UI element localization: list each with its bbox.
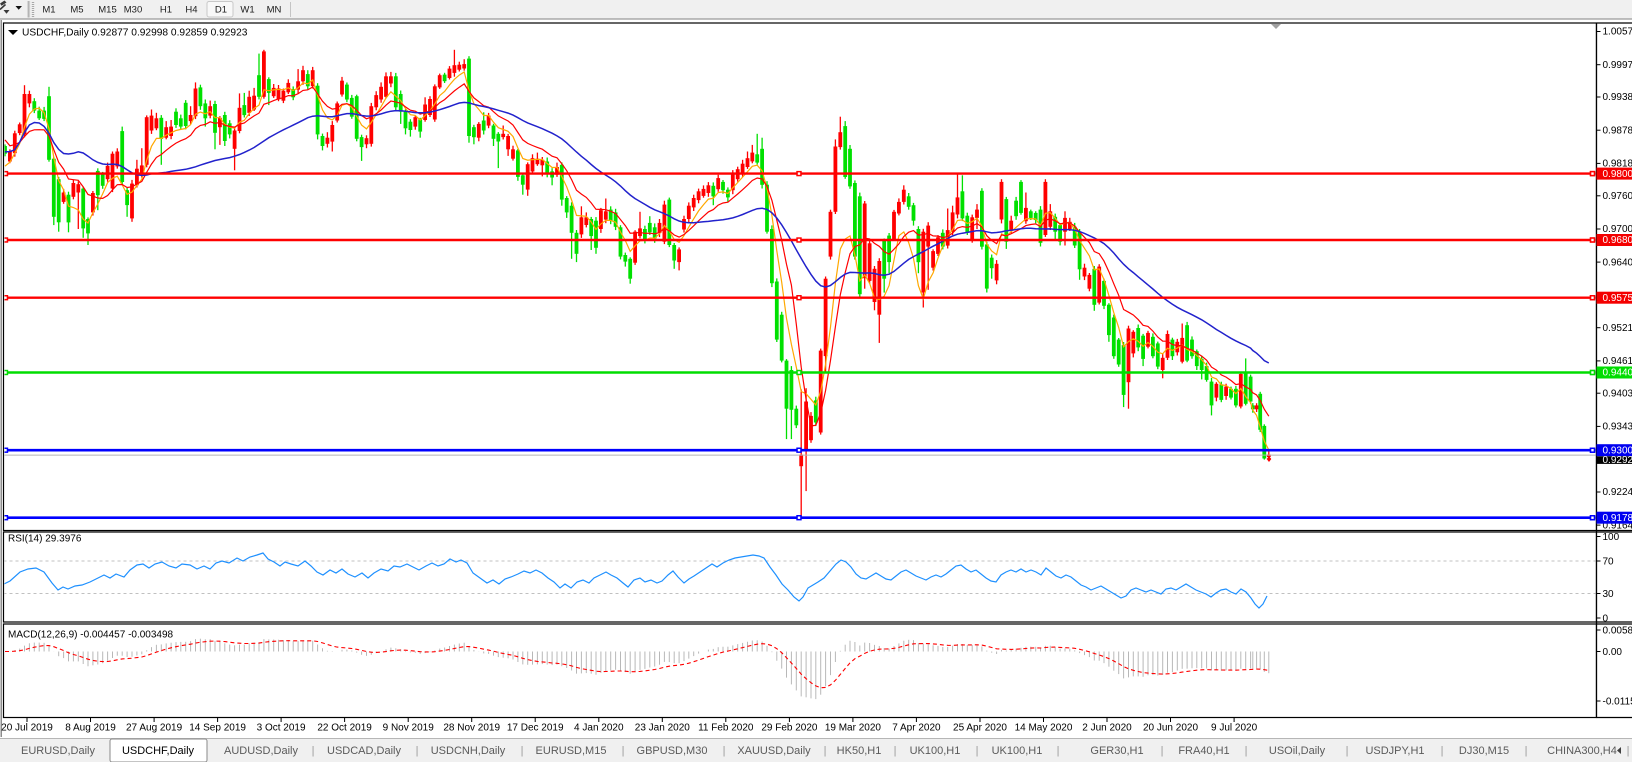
svg-text:AUDUSD,Daily: AUDUSD,Daily (224, 745, 298, 757)
svg-text:19 Mar 2020: 19 Mar 2020 (825, 723, 882, 734)
svg-text:|: | (1161, 745, 1164, 757)
svg-text:0.92245: 0.92245 (1603, 487, 1632, 498)
svg-text:0.98185: 0.98185 (1603, 159, 1632, 170)
svg-text:DJ30,M15: DJ30,M15 (1459, 745, 1509, 757)
svg-text:100: 100 (1603, 532, 1620, 543)
svg-text:0.91645: 0.91645 (1603, 520, 1632, 531)
svg-text:CHINA300,H4: CHINA300,H4 (1547, 745, 1617, 757)
svg-text:0.98785: 0.98785 (1603, 125, 1632, 136)
svg-text:|: | (1525, 745, 1528, 757)
svg-text:28 Nov 2019: 28 Nov 2019 (443, 723, 500, 734)
svg-text:|: | (976, 745, 979, 757)
svg-text:D1: D1 (215, 5, 227, 16)
svg-text:H4: H4 (185, 5, 197, 16)
svg-text:GER30,H1: GER30,H1 (1090, 745, 1143, 757)
svg-text:|: | (1441, 745, 1444, 757)
svg-text:|: | (824, 745, 827, 757)
svg-text:|: | (723, 745, 726, 757)
svg-text:MACD(12,26,9) -0.004457 -0.003: MACD(12,26,9) -0.004457 -0.003498 (8, 630, 174, 641)
svg-text:20 Jun 2020: 20 Jun 2020 (1143, 723, 1198, 734)
svg-text:27 Aug 2019: 27 Aug 2019 (126, 723, 183, 734)
svg-text:|: | (622, 745, 625, 757)
svg-text:4 Jan 2020: 4 Jan 2020 (574, 723, 624, 734)
svg-text:UK100,H1: UK100,H1 (992, 745, 1043, 757)
svg-text:0.92923: 0.92923 (1603, 455, 1632, 466)
svg-text:0.91780: 0.91780 (1603, 513, 1632, 524)
svg-text:0: 0 (1603, 613, 1609, 624)
svg-text:MN: MN (267, 5, 282, 16)
svg-text:UK100,H1: UK100,H1 (910, 745, 961, 757)
svg-text:25 Apr 2020: 25 Apr 2020 (953, 723, 1007, 734)
svg-text:|: | (1346, 745, 1349, 757)
svg-text:9 Jul 2020: 9 Jul 2020 (1211, 723, 1258, 734)
svg-text:0.94615: 0.94615 (1603, 356, 1632, 367)
svg-text:17 Dec 2019: 17 Dec 2019 (507, 723, 564, 734)
svg-text:2 Jun 2020: 2 Jun 2020 (1082, 723, 1132, 734)
svg-text:20 Jul 2019: 20 Jul 2019 (1, 723, 53, 734)
svg-text:USDJPY,H1: USDJPY,H1 (1365, 745, 1424, 757)
svg-text:14 May 2020: 14 May 2020 (1015, 723, 1073, 734)
svg-text:USDCAD,Daily: USDCAD,Daily (327, 745, 401, 757)
svg-text:USOil,Daily: USOil,Daily (1269, 745, 1326, 757)
svg-text:70: 70 (1603, 556, 1615, 567)
svg-text:GBPUSD,M30: GBPUSD,M30 (637, 745, 708, 757)
svg-text:0.95215: 0.95215 (1603, 323, 1632, 334)
svg-text:0.00581: 0.00581 (1603, 625, 1632, 636)
svg-text:0.95758: 0.95758 (1603, 293, 1632, 304)
svg-text:|: | (1245, 745, 1248, 757)
svg-text:0.00: 0.00 (1603, 647, 1623, 658)
svg-text:9 Nov 2019: 9 Nov 2019 (383, 723, 435, 734)
svg-text:-0.0115: -0.0115 (1603, 696, 1632, 707)
svg-text:|: | (1057, 745, 1060, 757)
svg-text:EURUSD,Daily: EURUSD,Daily (21, 745, 95, 757)
svg-text:USDCHF,Daily: USDCHF,Daily (122, 745, 195, 757)
svg-text:M5: M5 (70, 5, 83, 16)
svg-text:14 Sep 2019: 14 Sep 2019 (189, 723, 246, 734)
svg-text:|: | (1627, 745, 1630, 757)
svg-text:22 Oct 2019: 22 Oct 2019 (317, 723, 372, 734)
svg-text:0.99385: 0.99385 (1603, 92, 1632, 103)
svg-text:7 Apr 2020: 7 Apr 2020 (892, 723, 941, 734)
svg-text:|: | (312, 745, 315, 757)
svg-text:FRA40,H1: FRA40,H1 (1178, 745, 1229, 757)
svg-text:M1: M1 (42, 5, 55, 16)
svg-text:USDCHF,Daily 0.92877 0.92998: USDCHF,Daily 0.92877 0.92998 0.92859 0.9… (22, 28, 248, 39)
svg-text:30: 30 (1603, 589, 1615, 600)
svg-text:|: | (894, 745, 897, 757)
svg-text:HK50,H1: HK50,H1 (837, 745, 882, 757)
svg-text:M15: M15 (98, 5, 116, 16)
svg-text:29 Feb 2020: 29 Feb 2020 (761, 723, 818, 734)
svg-text:11 Feb 2020: 11 Feb 2020 (698, 723, 754, 734)
svg-text:W1: W1 (240, 5, 254, 16)
svg-text:RSI(14) 29.3976: RSI(14) 29.3976 (8, 534, 82, 545)
svg-text:|: | (416, 745, 419, 757)
svg-text:23 Jan 2020: 23 Jan 2020 (635, 723, 690, 734)
svg-text:M30: M30 (124, 5, 142, 16)
svg-text:3 Oct 2019: 3 Oct 2019 (257, 723, 306, 734)
svg-text:H1: H1 (160, 5, 172, 16)
svg-text:EURUSD,M15: EURUSD,M15 (536, 745, 607, 757)
svg-text:XAUUSD,Daily: XAUUSD,Daily (737, 745, 811, 757)
svg-text:8 Aug 2019: 8 Aug 2019 (65, 723, 116, 734)
svg-text:|: | (521, 745, 524, 757)
svg-text:USDCNH,Daily: USDCNH,Daily (431, 745, 506, 757)
svg-text:0.94405: 0.94405 (1603, 368, 1632, 379)
